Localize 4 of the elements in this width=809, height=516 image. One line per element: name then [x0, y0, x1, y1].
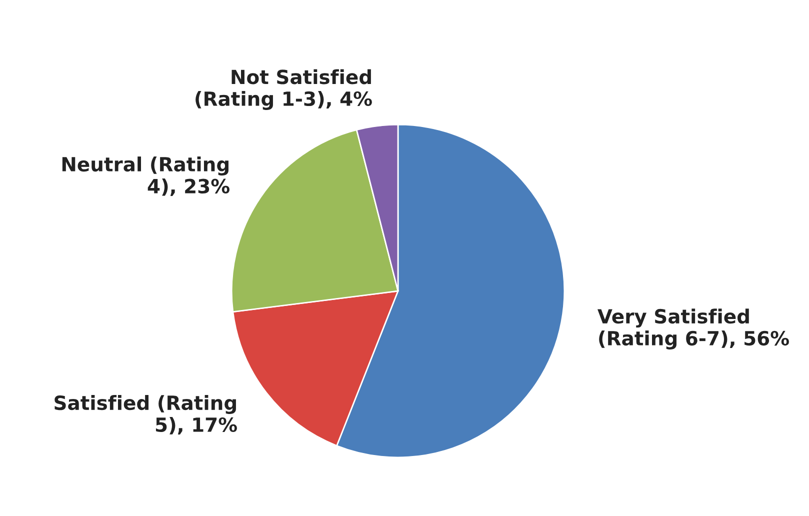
slice-label: Not Satisfied (Rating 1-3), 4%: [196, 69, 372, 110]
slice-label: Satisfied (Rating 5), 17%: [54, 395, 237, 435]
slice-label: Neutral (Rating 4), 23%: [62, 156, 230, 196]
slice-label: Very Satisfied (Rating 6-7), 56%: [598, 308, 789, 350]
